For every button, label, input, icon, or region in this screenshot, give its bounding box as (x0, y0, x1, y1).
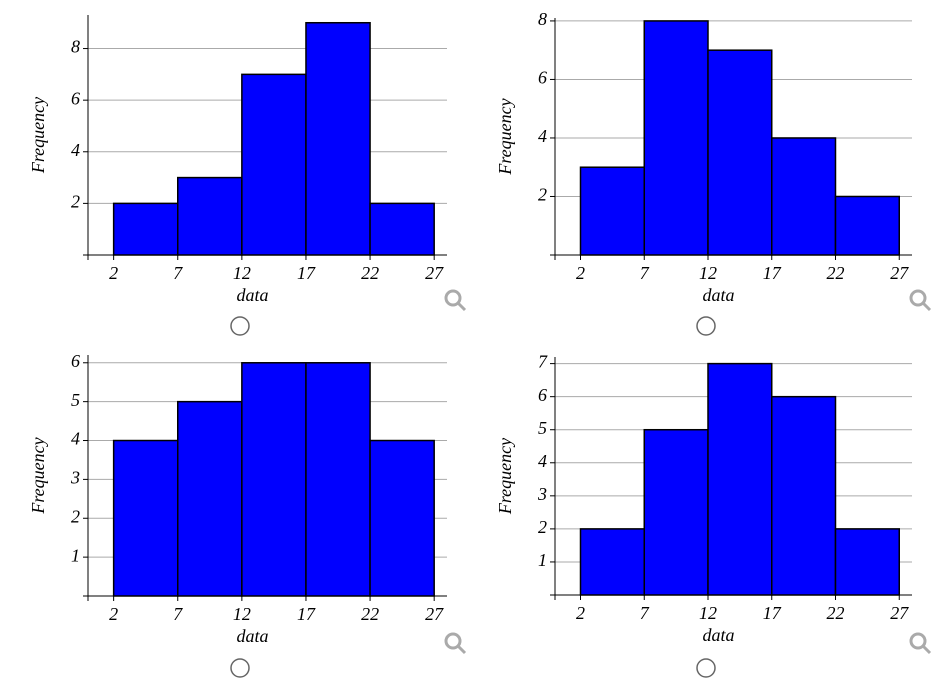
x-tick-label: 22 (827, 263, 845, 283)
y-tick-label: 2 (71, 192, 80, 212)
bar (177, 176, 243, 256)
radio[interactable] (230, 658, 250, 678)
x-tick-label: 7 (640, 603, 650, 623)
zoom-icon[interactable] (909, 632, 932, 655)
y-tick-label: 7 (538, 352, 548, 372)
y-axis-label: Frequency (495, 98, 515, 175)
x-axis-label: data (702, 285, 734, 305)
y-tick-label: 8 (71, 37, 80, 57)
x-axis-label: data (236, 626, 268, 646)
x-tick-label: 27 (890, 263, 909, 283)
x-tick-label: 27 (425, 263, 444, 283)
x-tick-label: 7 (173, 263, 183, 283)
y-axis-label: Frequency (495, 438, 515, 515)
zoom-icon[interactable] (444, 632, 467, 655)
x-tick-label: 22 (361, 604, 379, 624)
y-axis-label: Frequency (28, 437, 48, 514)
y-tick-label: 5 (71, 390, 80, 410)
zoom-icon[interactable] (444, 289, 467, 312)
bar (643, 20, 709, 256)
radio[interactable] (230, 316, 250, 336)
y-tick-label: 6 (538, 385, 547, 405)
radio[interactable] (696, 316, 716, 336)
y-tick-label: 4 (71, 429, 80, 449)
bar (707, 362, 773, 596)
bar (834, 195, 900, 256)
x-tick-label: 2 (576, 263, 585, 283)
x-tick-label: 22 (361, 263, 379, 283)
y-tick-label: 6 (71, 88, 80, 108)
zoom-icon[interactable] (909, 289, 932, 312)
bar (241, 362, 307, 597)
x-tick-label: 2 (576, 603, 585, 623)
bar (305, 21, 371, 256)
y-tick-label: 1 (71, 545, 80, 565)
y-tick-label: 2 (71, 506, 80, 526)
bar (241, 73, 307, 256)
x-tick-label: 7 (640, 263, 650, 283)
x-tick-label: 12 (699, 263, 717, 283)
bar (112, 202, 179, 256)
radio[interactable] (696, 658, 716, 678)
bar (579, 166, 645, 256)
bar (643, 428, 709, 596)
x-tick-label: 2 (109, 604, 118, 624)
bar (112, 439, 179, 597)
x-tick-label: 17 (763, 263, 782, 283)
bar (177, 400, 243, 597)
y-tick-label: 2 (538, 185, 547, 205)
x-tick-label: 12 (233, 263, 251, 283)
x-tick-label: 22 (827, 603, 845, 623)
y-tick-label: 4 (71, 140, 80, 160)
bar (834, 528, 900, 596)
y-tick-label: 8 (538, 9, 547, 29)
y-tick-label: 5 (538, 418, 547, 438)
x-axis-label: data (236, 285, 268, 305)
y-tick-label: 4 (538, 126, 547, 146)
x-tick-label: 27 (425, 604, 444, 624)
y-tick-label: 6 (71, 351, 80, 371)
bar (707, 49, 773, 256)
x-tick-label: 2 (109, 263, 118, 283)
x-tick-label: 17 (763, 603, 782, 623)
x-tick-label: 12 (233, 604, 251, 624)
bar (771, 137, 837, 256)
y-tick-label: 1 (538, 550, 547, 570)
bar (579, 528, 645, 596)
x-axis-label: data (702, 625, 734, 645)
x-tick-label: 17 (297, 263, 316, 283)
y-tick-label: 3 (537, 484, 547, 504)
bar (305, 362, 371, 597)
x-tick-label: 17 (297, 604, 316, 624)
y-tick-label: 2 (538, 517, 547, 537)
y-axis-label: Frequency (28, 97, 48, 174)
y-tick-label: 4 (538, 451, 547, 471)
x-tick-label: 12 (699, 603, 717, 623)
x-tick-label: 27 (890, 603, 909, 623)
bar (369, 439, 435, 597)
x-tick-label: 7 (173, 604, 183, 624)
y-tick-label: 6 (538, 68, 547, 88)
bar (771, 395, 837, 596)
y-tick-label: 3 (70, 468, 80, 488)
bar (369, 202, 435, 256)
